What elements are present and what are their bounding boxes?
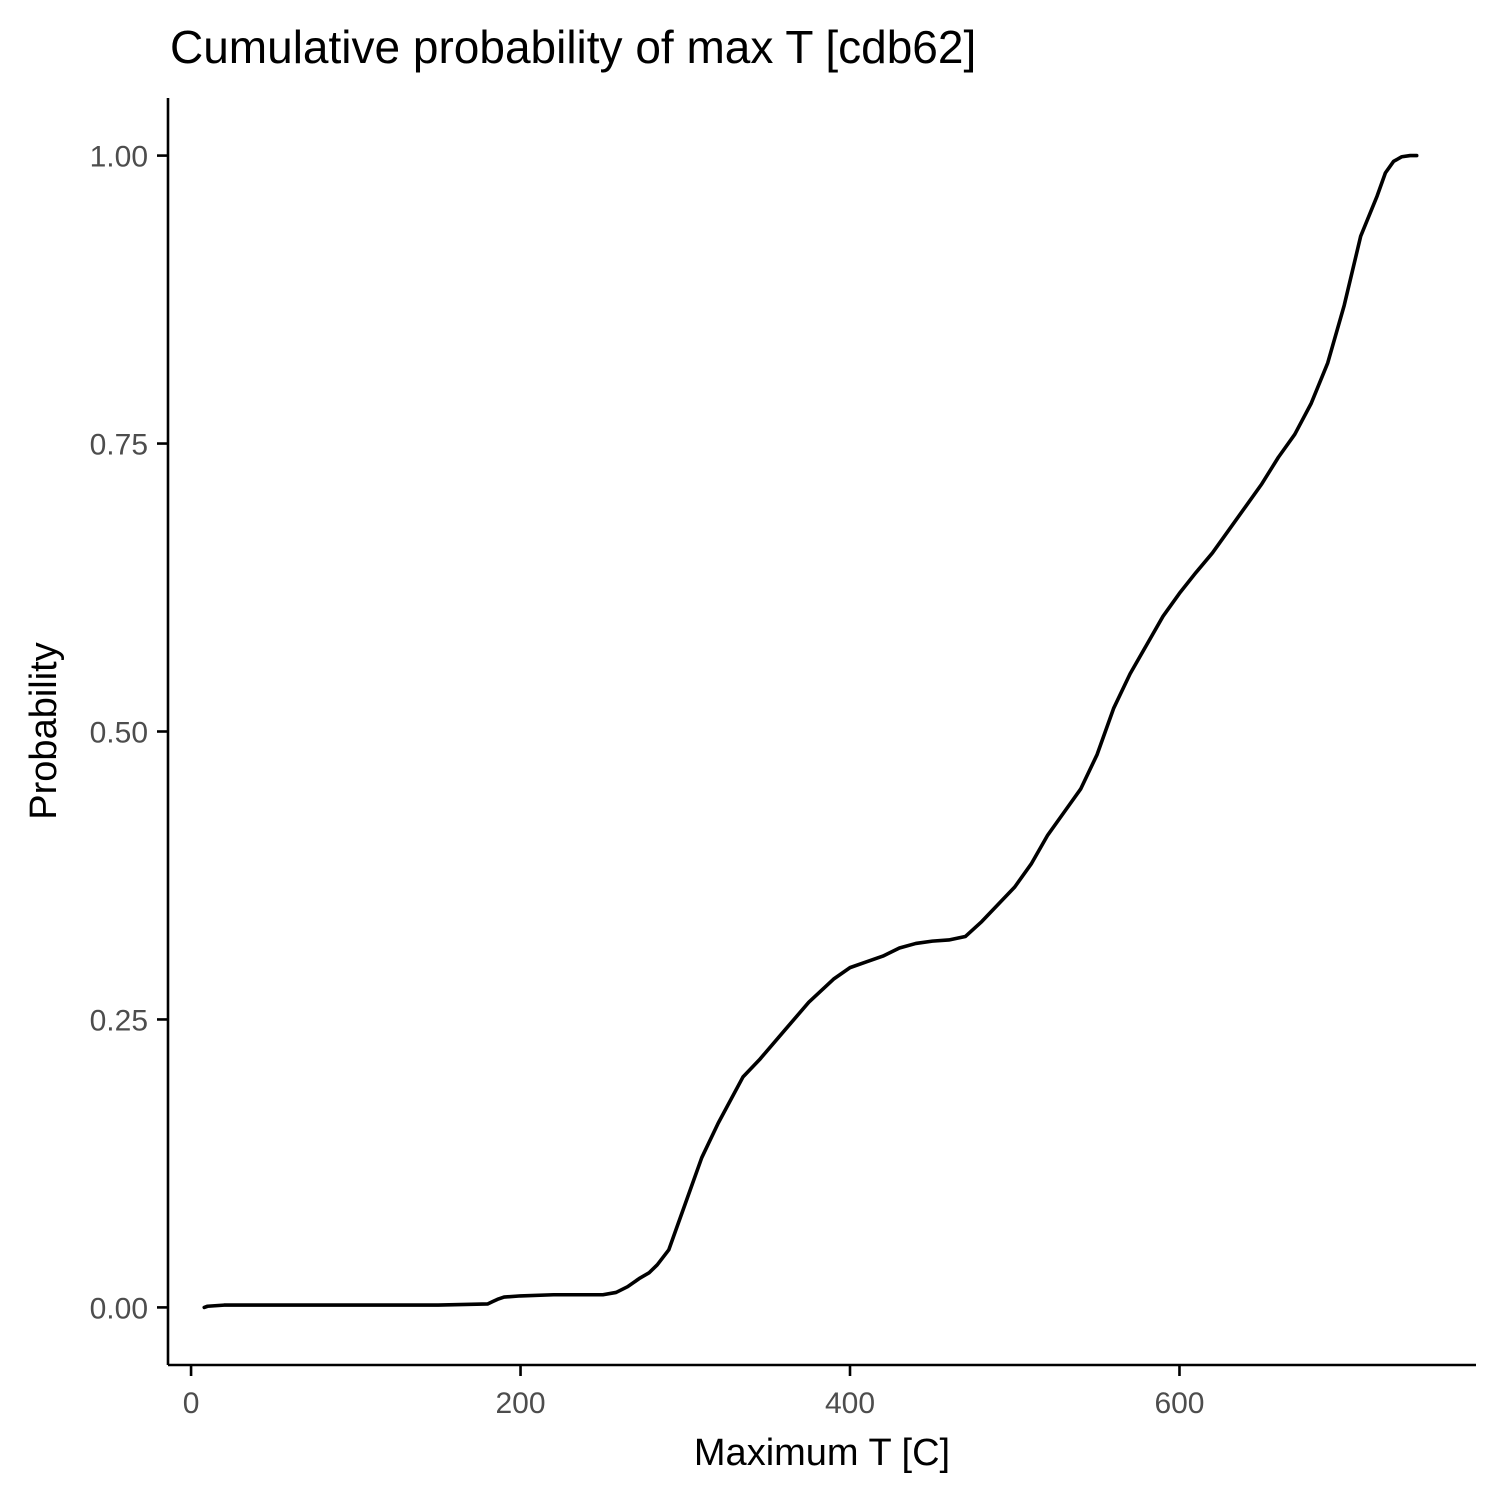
- y-axis-ticks: 0.00 0.25 0.50 0.75 1.00: [90, 141, 168, 1325]
- y-tick-label: 0.75: [90, 429, 148, 462]
- x-tick-label: 0: [183, 1387, 200, 1420]
- x-axis-title: Maximum T [C]: [694, 1432, 950, 1474]
- plot-area: [202, 153, 1419, 1310]
- y-tick-label: 1.00: [90, 141, 148, 174]
- y-tick-label: 0.00: [90, 1292, 148, 1325]
- y-axis-title: Probability: [23, 642, 65, 819]
- y-tick-label: 0.25: [90, 1004, 148, 1037]
- y-tick-label: 0.50: [90, 717, 148, 750]
- chart-title: Cumulative probability of max T [cdb62]: [170, 21, 976, 73]
- x-tick-label: 600: [1154, 1387, 1204, 1420]
- x-axis-ticks: 0 200 400 600: [183, 1365, 1205, 1420]
- cumulative-probability-line: [202, 153, 1419, 1310]
- x-tick-label: 200: [496, 1387, 546, 1420]
- x-tick-label: 400: [825, 1387, 875, 1420]
